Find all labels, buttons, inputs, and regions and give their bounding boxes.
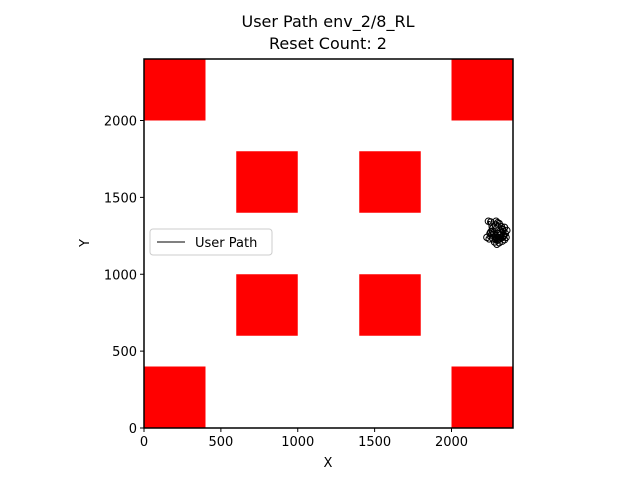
obstacle-7 [144,366,206,428]
chart-subtitle: Reset Count: 2 [269,34,387,53]
y-tick-label: 500 [112,345,137,360]
x-tick-label: 0 [140,435,148,450]
x-tick-label: 1500 [358,435,391,450]
x-axis-ticks: 0 500 1000 1500 2000 [140,428,468,450]
obstacle-4 [359,151,421,213]
y-tick-label: 1500 [104,191,137,206]
obstacle-3 [236,151,298,213]
path-point [488,227,496,235]
legend: User Path [149,228,273,256]
obstacle-6 [359,274,421,336]
x-tick-label: 1000 [281,435,314,450]
path-point [486,229,494,238]
obstacle-8 [451,366,513,428]
y-tick-label: 0 [129,422,137,437]
y-tick-label: 2000 [104,115,137,130]
y-axis-label: Y [78,239,93,248]
obstacles-layer [144,59,513,428]
path-point [499,232,508,241]
path-point [487,218,495,226]
x-tick-label: 500 [208,435,233,450]
legend-entry-user-path: User Path [195,236,257,251]
y-tick-label: 1000 [104,268,137,283]
obstacle-1 [144,59,206,121]
plot-area [143,58,514,429]
x-tick-label: 2000 [435,435,468,450]
path-point [493,240,501,248]
legend-box [149,228,273,256]
chart-title: User Path env_2/8_RL [241,12,414,32]
path-point [491,235,500,243]
x-axis-label: X [324,456,333,471]
plot-frame [143,58,514,429]
obstacle-5 [236,274,298,336]
y-axis-ticks: 0 500 1000 1500 2000 [104,115,144,437]
user-path-layer [483,217,511,248]
obstacle-2 [451,59,513,121]
